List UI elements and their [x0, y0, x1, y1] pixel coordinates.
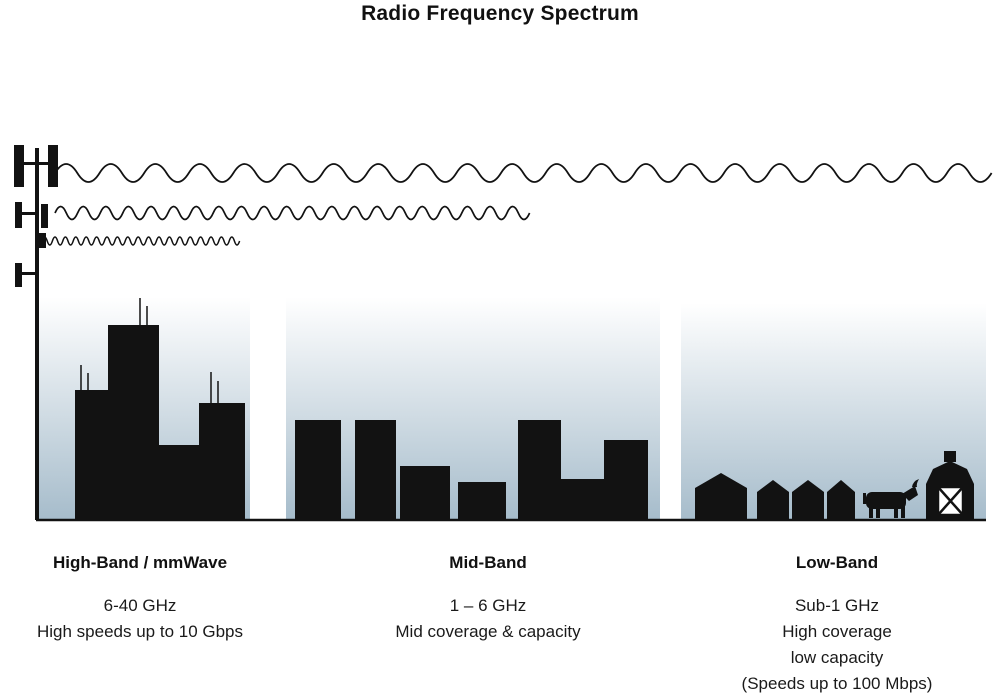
- radio-waves: [41, 163, 993, 246]
- low-band-label: Low-Band Sub-1 GHz High coverage low cap…: [688, 550, 986, 697]
- cow-body: [866, 492, 906, 509]
- house-icon: [695, 473, 747, 520]
- tower-antenna-panel: [14, 145, 24, 187]
- barn-icon: [926, 451, 974, 520]
- cow-leg: [869, 505, 873, 518]
- rf-spectrum-diagram: [14, 145, 993, 522]
- band-name: High-Band / mmWave: [52, 553, 228, 572]
- building: [518, 420, 561, 520]
- tower-antenna-panel: [15, 263, 22, 287]
- building: [355, 420, 396, 520]
- mid-band-label: Mid-Band 1 – 6 GHz Mid coverage & capaci…: [338, 550, 638, 645]
- building: [458, 482, 506, 520]
- band-description: High coverage: [782, 622, 892, 641]
- building: [400, 466, 450, 520]
- high-band-label: High-Band / mmWave 6-40 GHz High speeds …: [15, 550, 265, 645]
- tower-antenna-panel: [41, 204, 48, 228]
- tower-crossbar: [22, 272, 38, 275]
- cow-icon: [863, 479, 919, 518]
- building: [295, 420, 341, 520]
- tower-antenna-panel: [15, 202, 22, 228]
- barn-door-brace: [937, 486, 964, 516]
- band-name: Mid-Band: [449, 553, 527, 572]
- mid-frequency-wave: [54, 205, 531, 221]
- band-name: Low-Band: [795, 553, 879, 572]
- tower-pole: [35, 148, 39, 520]
- building: [561, 479, 604, 520]
- skyscraper: [108, 325, 159, 520]
- cell-tower-icon: [14, 145, 58, 520]
- house-icon: [792, 480, 824, 520]
- band-description: low capacity: [790, 648, 884, 667]
- tower-crossbar: [22, 212, 38, 215]
- tower-antenna-panel: [48, 145, 58, 187]
- tower-antenna-panel: [38, 233, 46, 248]
- band-frequency: 1 – 6 GHz: [449, 596, 527, 615]
- city-skyline: [75, 298, 245, 520]
- cow-horn: [912, 479, 919, 487]
- house-icon: [827, 480, 855, 520]
- cow-leg: [876, 505, 880, 518]
- band-frequency: Sub-1 GHz: [794, 596, 880, 615]
- skyscraper: [159, 445, 199, 520]
- low-frequency-wave: [54, 163, 993, 183]
- page-title: Radio Frequency Spectrum: [361, 2, 639, 25]
- skyscraper: [199, 403, 245, 520]
- cow-tail: [863, 493, 866, 504]
- cow-leg: [901, 505, 905, 518]
- mid-band-buildings: [295, 420, 648, 520]
- skyscraper: [75, 390, 111, 520]
- building: [604, 440, 648, 520]
- band-description: High speeds up to 10 Gbps: [36, 622, 244, 641]
- house-icon: [757, 480, 789, 520]
- tower-crossbar: [24, 162, 50, 165]
- band-description: (Speeds up to 100 Mbps): [741, 674, 933, 693]
- cow-leg: [894, 505, 898, 518]
- high-frequency-wave: [41, 236, 241, 246]
- rural-houses: [695, 473, 855, 520]
- band-description: Mid coverage & capacity: [395, 622, 581, 641]
- band-frequency: 6-40 GHz: [103, 596, 177, 615]
- cow-head: [902, 486, 918, 501]
- barn-cupola: [944, 451, 956, 462]
